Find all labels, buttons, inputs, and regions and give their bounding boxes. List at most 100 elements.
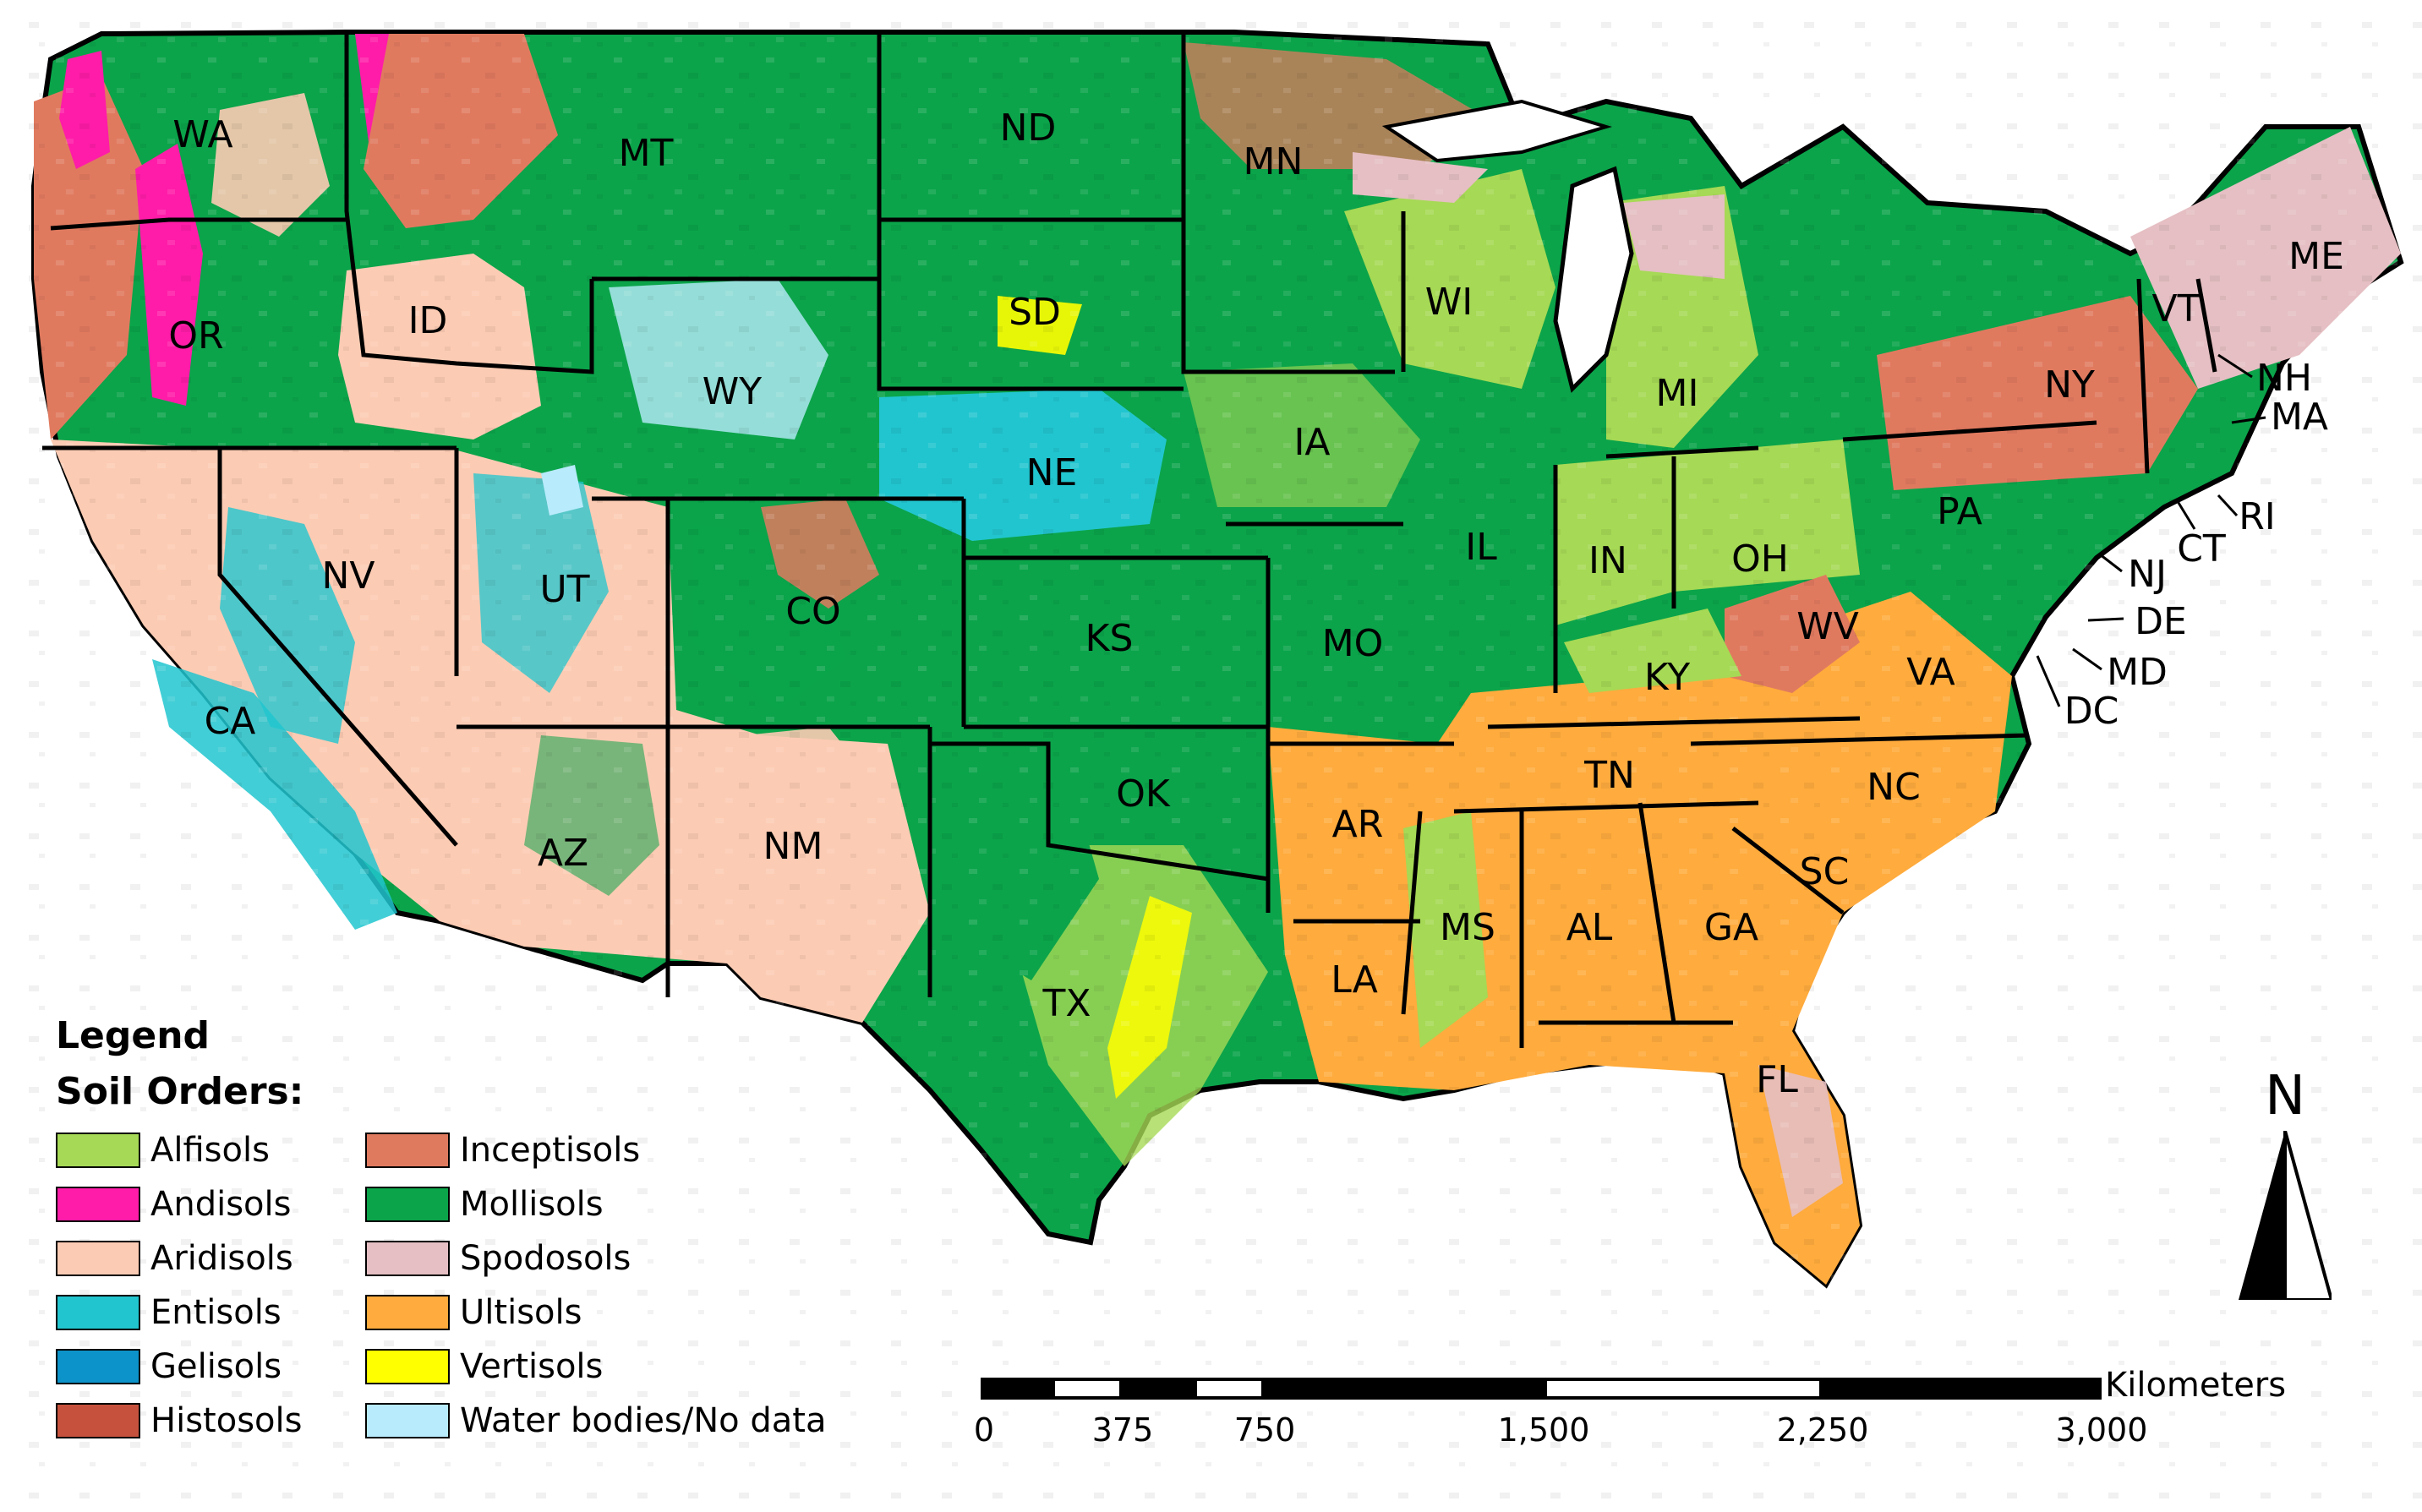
state-label-ca: CA: [205, 700, 256, 743]
legend-label: Entisols: [150, 1293, 282, 1332]
legend-item-andisols: Andisols: [56, 1183, 529, 1225]
state-label-va: VA: [1906, 651, 1955, 694]
state-label-co: CO: [785, 590, 840, 633]
scale-segment: [1123, 1378, 1194, 1400]
state-label-ct: CT: [2177, 527, 2226, 570]
boundary-ky-tn: [1487, 716, 1861, 729]
state-label-wv: WV: [1796, 605, 1859, 648]
state-label-ok: OK: [1116, 772, 1171, 816]
legend-item-gelisols: Gelisols: [56, 1346, 529, 1388]
state-label-fl: FL: [1756, 1058, 1798, 1101]
scale-segment: [981, 1378, 1052, 1400]
legend-item-entisols: Entisols: [56, 1291, 529, 1334]
legend-swatch: [365, 1349, 450, 1384]
legend-title: Legend: [56, 1014, 210, 1057]
legend-item-mollisols: Mollisols: [365, 1183, 839, 1225]
legend-subtitle: Soil Orders:: [56, 1070, 304, 1113]
leader-nj: [2099, 553, 2123, 573]
boundary-ok-panhandle: [930, 741, 1269, 882]
boundary-ny-vt: [2136, 278, 2150, 474]
boundary-mi-oh: [1605, 445, 1759, 459]
state-label-wi: WI: [1425, 281, 1473, 324]
legend-label: Aridisols: [150, 1239, 293, 1278]
legend-heading: Legend Soil Orders:: [56, 1013, 303, 1116]
leader-lines: [2036, 353, 2266, 707]
scale-unit: Kilometers: [2105, 1366, 2287, 1405]
legend-label: Mollisols: [460, 1185, 604, 1224]
scale-tick: 3,000: [2055, 1411, 2148, 1449]
state-label-az: AZ: [538, 832, 588, 875]
state-label-dc: DC: [2064, 690, 2119, 733]
legend-item-aridisols: Aridisols: [56, 1237, 529, 1280]
legend-item-ultisols: Ultisols: [365, 1291, 839, 1334]
state-label-ri: RI: [2239, 495, 2276, 538]
state-boundaries: [42, 34, 2217, 1048]
scale-segment: [1823, 1378, 2102, 1400]
scale-tick: 2,250: [1776, 1411, 1869, 1449]
leader-nh: [2217, 353, 2253, 379]
state-label-il: IL: [1465, 526, 1497, 569]
boundary-pa-ny: [1842, 420, 2097, 442]
leader-ri: [2217, 494, 2239, 517]
state-label-de: DE: [2135, 600, 2187, 643]
lake-michigan: [1553, 166, 1634, 393]
north-arrow: N: [2239, 1065, 2332, 1300]
legend-swatch: [365, 1187, 450, 1222]
boundary-al-ga: [1637, 802, 1676, 1023]
scale-segment: [1052, 1378, 1123, 1400]
state-label-nj: NJ: [2128, 553, 2167, 596]
state-label-md: MD: [2107, 651, 2168, 694]
state-label-ks: KS: [1085, 617, 1134, 660]
boundary-tn-south: [1453, 800, 1759, 814]
leader-ct: [2174, 498, 2196, 530]
boundary-id-east: [344, 34, 594, 374]
state-label-nc: NC: [1867, 766, 1921, 809]
state-label-mn: MN: [1244, 140, 1304, 183]
legend-swatch: [56, 1241, 140, 1276]
state-label-ms: MS: [1440, 906, 1495, 949]
state-label-nm: NM: [763, 825, 823, 868]
state-label-ar: AR: [1332, 803, 1384, 846]
scale-segment: [1544, 1378, 1823, 1400]
state-labels: WA OR ID MT ND MN SD WY NE WI MI ME VT N…: [168, 106, 2343, 1101]
water-bodies: [541, 99, 1634, 516]
lake-superior: [1381, 99, 1612, 163]
legend-swatch: [56, 1403, 140, 1438]
state-label-ky: KY: [1644, 656, 1690, 699]
state-label-sd: SD: [1009, 291, 1061, 334]
state-label-in: IN: [1588, 539, 1627, 582]
legend-label: Andisols: [150, 1185, 292, 1224]
legend-label: Ultisols: [460, 1293, 582, 1332]
state-label-nh: NH: [2256, 357, 2312, 400]
legend-label: Vertisols: [460, 1347, 604, 1386]
leader-ma: [2231, 416, 2266, 424]
boundary-sc-ga: [1731, 827, 1845, 914]
leader-dc: [2036, 655, 2061, 707]
boundary-mo-east: [1266, 558, 1454, 913]
legend-item-water: Water bodies/No data: [365, 1400, 839, 1442]
state-label-me: ME: [2288, 235, 2344, 278]
scale-segment: [1194, 1378, 1265, 1400]
leader-md: [2072, 647, 2102, 671]
state-label-oh: OH: [1731, 538, 1789, 581]
boundary-wa-or: [50, 217, 347, 231]
scale-tick: 1,500: [1497, 1411, 1590, 1449]
scale-tick: 375: [1091, 1411, 1154, 1449]
state-label-wa: WA: [172, 113, 232, 156]
state-label-nv: NV: [321, 554, 375, 598]
north-arrow-icon: [2239, 1131, 2332, 1300]
legend-item-inceptisols: Inceptisols: [365, 1129, 839, 1171]
state-label-la: LA: [1331, 958, 1378, 1002]
legend-swatch: [365, 1295, 450, 1330]
legend-label: Gelisols: [150, 1347, 282, 1386]
legend-swatch: [365, 1133, 450, 1168]
leader-de: [2087, 617, 2124, 622]
north-arrow-label: N: [2265, 1065, 2305, 1127]
boundary-la-east: [1401, 811, 1423, 1015]
state-label-ga: GA: [1704, 906, 1758, 949]
legend-item-histosols: Histosols: [56, 1400, 529, 1442]
state-label-ut: UT: [539, 568, 589, 611]
